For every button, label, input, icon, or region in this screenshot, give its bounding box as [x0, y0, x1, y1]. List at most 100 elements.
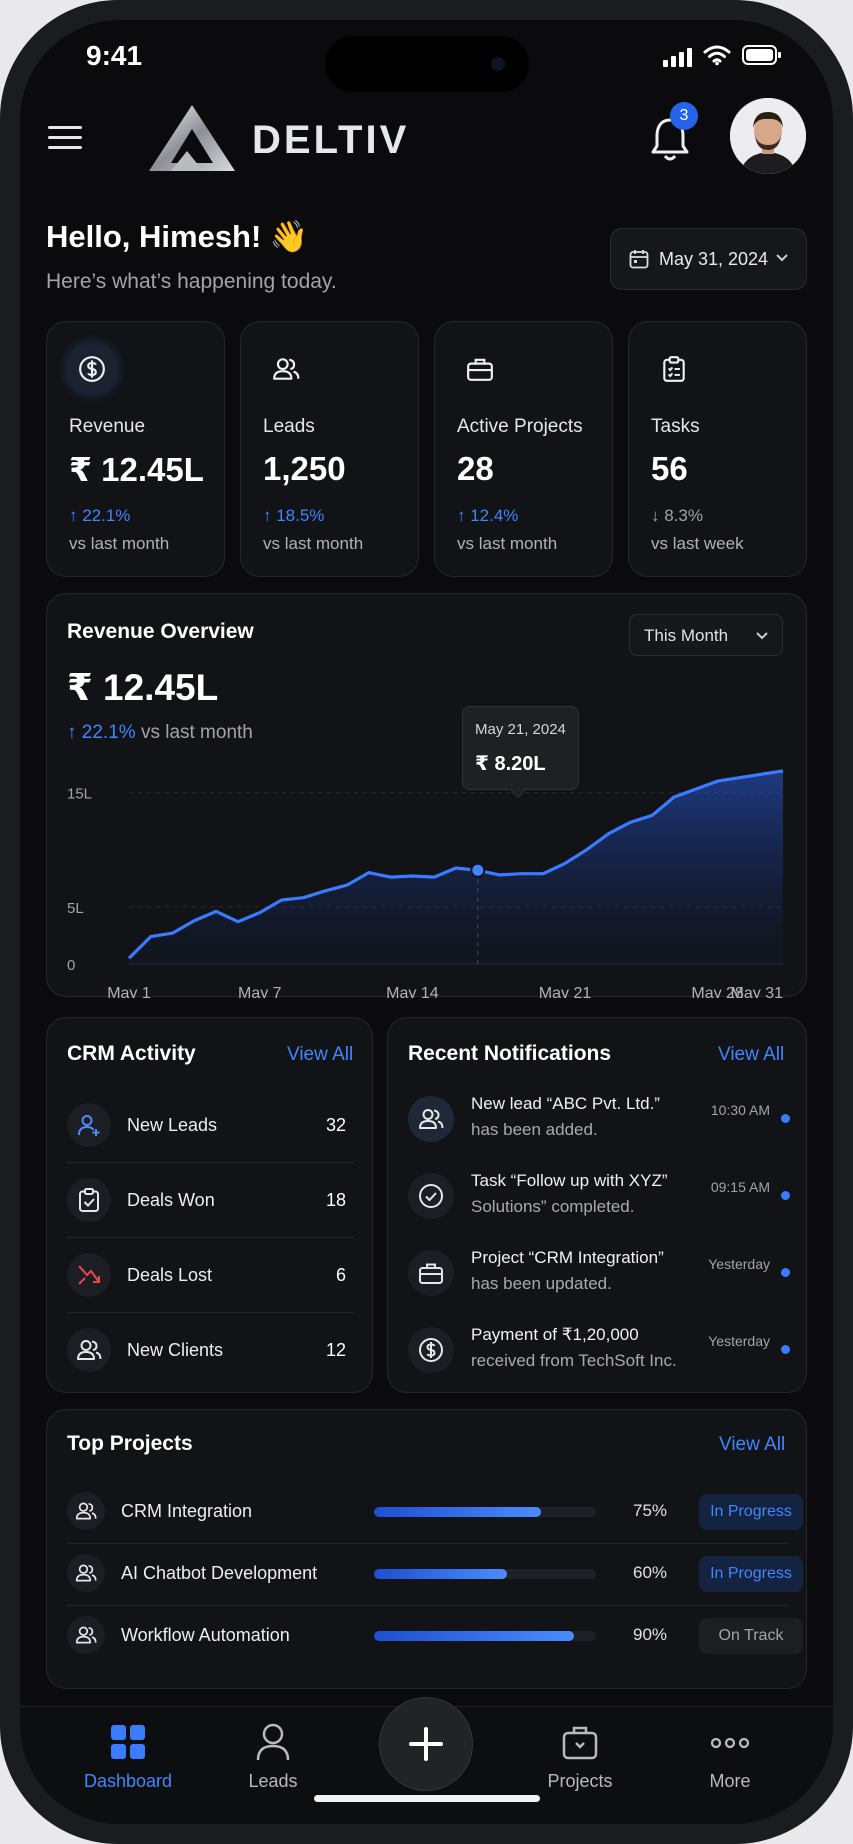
nav-projects[interactable]: Projects	[525, 1723, 635, 1792]
stat-label: Leads	[263, 416, 315, 437]
y-tick-label: 0	[67, 957, 75, 974]
project-row[interactable]: Workflow Automation 90% On Track	[47, 1606, 808, 1668]
add-fab-button[interactable]	[379, 1697, 473, 1791]
top-projects-title: Top Projects	[67, 1432, 193, 1455]
brand-logo-icon	[147, 103, 237, 173]
user-icon	[255, 1723, 291, 1761]
projects-view-all-link[interactable]: View All	[719, 1434, 786, 1455]
avatar[interactable]	[730, 98, 806, 174]
notification-line1: Payment of ₹1,20,000	[471, 1325, 639, 1344]
revenue-overview-card: Revenue Overview This Month ₹ 12.45L ↑ 2…	[46, 593, 808, 998]
highlight-point[interactable]	[470, 862, 486, 878]
stat-card[interactable]: Active Projects 28 ↑ 12.4% vs last month	[434, 321, 613, 577]
date-picker-label: May 31, 2024	[659, 249, 769, 269]
project-status-badge: In Progress	[699, 1556, 803, 1592]
camera-dot	[491, 57, 505, 71]
project-row[interactable]: CRM Integration 75% In Progress	[47, 1482, 808, 1544]
calendar-icon	[629, 249, 649, 269]
notification-time: 10:30 AM	[710, 1102, 770, 1118]
unread-dot	[781, 1268, 790, 1277]
stat-value: 28	[457, 450, 494, 487]
project-progress-bar	[374, 1569, 596, 1579]
hamburger-icon[interactable]	[48, 124, 84, 152]
date-picker[interactable]: May 31, 2024	[610, 228, 807, 290]
project-name: Workflow Automation	[121, 1625, 290, 1645]
chart-tooltip: May 21, 2024 ₹ 8.20L	[462, 706, 579, 790]
revenue-line	[127, 769, 784, 960]
stat-card[interactable]: Tasks 56 ↓ 8.3% vs last week	[628, 321, 807, 577]
stat-label: Revenue	[69, 416, 146, 437]
crm-activity-count: 12	[325, 1340, 346, 1360]
notifications-view-all-link[interactable]: View All	[718, 1044, 785, 1065]
nav-projects-label: Projects	[547, 1771, 613, 1791]
notification-badge: 3	[670, 102, 698, 130]
crm-activity-label: New Leads	[127, 1115, 218, 1135]
greeting-title: Hello, Himesh! 👋	[46, 219, 309, 254]
briefcase-icon	[561, 1723, 599, 1761]
crm-activity-row[interactable]: Deals Lost 6	[47, 1238, 374, 1313]
row-divider	[67, 1162, 354, 1163]
crm-activity-row[interactable]: New Clients 12	[47, 1313, 374, 1388]
project-percent: 90%	[633, 1625, 668, 1644]
stat-label: Tasks	[651, 416, 700, 437]
crm-activity-title: CRM Activity	[67, 1042, 196, 1065]
home-indicator	[314, 1795, 540, 1802]
briefcase-icon	[455, 344, 505, 394]
row-divider	[67, 1237, 354, 1238]
stat-card[interactable]: Revenue ₹ 12.45L ↑ 22.1% vs last month	[46, 321, 225, 577]
project-name: CRM Integration	[121, 1501, 253, 1521]
notification-item[interactable]: Task “Follow up with XYZ” Solutions” comp…	[388, 1161, 808, 1238]
greeting-subtitle: Here’s what’s happening today.	[46, 270, 337, 293]
stat-value: 1,250	[263, 450, 346, 487]
crm-activity-row[interactable]: Deals Won 18	[47, 1163, 374, 1238]
stat-card[interactable]: Leads 1,250 ↑ 18.5% vs last month	[240, 321, 419, 577]
notification-item[interactable]: Payment of ₹1,20,000 received from TechSo…	[388, 1315, 808, 1392]
dollar-icon	[67, 344, 117, 394]
stat-value: ₹ 12.45L	[69, 451, 204, 488]
nav-dashboard-label: Dashboard	[83, 1771, 173, 1791]
crm-view-all-link[interactable]: View All	[287, 1044, 354, 1065]
revenue-overview-total: ₹ 12.45L	[67, 667, 219, 708]
row-divider	[67, 1543, 788, 1544]
project-row[interactable]: AI Chatbot Development 60% In Progress	[47, 1544, 808, 1606]
nav-dashboard[interactable]: Dashboard	[58, 1725, 198, 1792]
crm-activity-card: CRM Activity View All New Leads 32 Deals W…	[46, 1017, 373, 1393]
nav-leads[interactable]: Leads	[218, 1723, 328, 1792]
project-progress-fill	[374, 1569, 507, 1579]
stat-period: vs last week	[651, 534, 744, 553]
users-icon	[408, 1096, 454, 1142]
nav-leads-label: Leads	[248, 1771, 298, 1791]
x-tick-label: May 1	[107, 985, 151, 998]
notification-line1: New lead “ABC Pvt. Ltd.”	[471, 1094, 660, 1113]
notification-item[interactable]: Project “CRM Integration” has been update…	[388, 1238, 808, 1315]
revenue-overview-period: vs last month	[140, 722, 253, 743]
plus-icon	[407, 1725, 445, 1763]
battery-icon	[742, 45, 782, 65]
notification-line2: has been added.	[471, 1120, 598, 1139]
notification-time: 09:15 AM	[710, 1179, 770, 1195]
x-tick-label: May 28	[691, 985, 744, 998]
row-divider	[67, 1605, 788, 1606]
crm-activity-count: 18	[325, 1190, 346, 1210]
period-filter-dropdown[interactable]: This Month	[629, 614, 783, 656]
trend-down-icon	[67, 1253, 111, 1297]
project-progress-fill	[374, 1507, 541, 1517]
stat-change: ↑ 18.5%	[263, 506, 325, 525]
notification-item[interactable]: New lead “ABC Pvt. Ltd.” has been added. 1…	[388, 1084, 808, 1161]
nav-more[interactable]: More	[680, 1723, 780, 1792]
project-progress-bar	[374, 1631, 596, 1641]
nav-more-label: More	[709, 1771, 751, 1791]
dollar-icon	[408, 1327, 454, 1373]
stat-label: Active Projects	[457, 416, 583, 437]
crm-activity-count: 32	[325, 1115, 346, 1135]
crm-activity-row[interactable]: New Leads 32	[47, 1088, 374, 1163]
wifi-icon	[703, 44, 731, 66]
users-icon	[67, 1328, 111, 1372]
revenue-overview-change-row: ↑ 22.1% vs last month	[67, 722, 253, 744]
users-icon	[67, 1554, 105, 1592]
period-filter-label: This Month	[644, 626, 729, 645]
notifications-title: Recent Notifications	[408, 1042, 612, 1065]
stat-change: ↑ 12.4%	[457, 506, 519, 525]
stat-period: vs last month	[263, 534, 364, 553]
